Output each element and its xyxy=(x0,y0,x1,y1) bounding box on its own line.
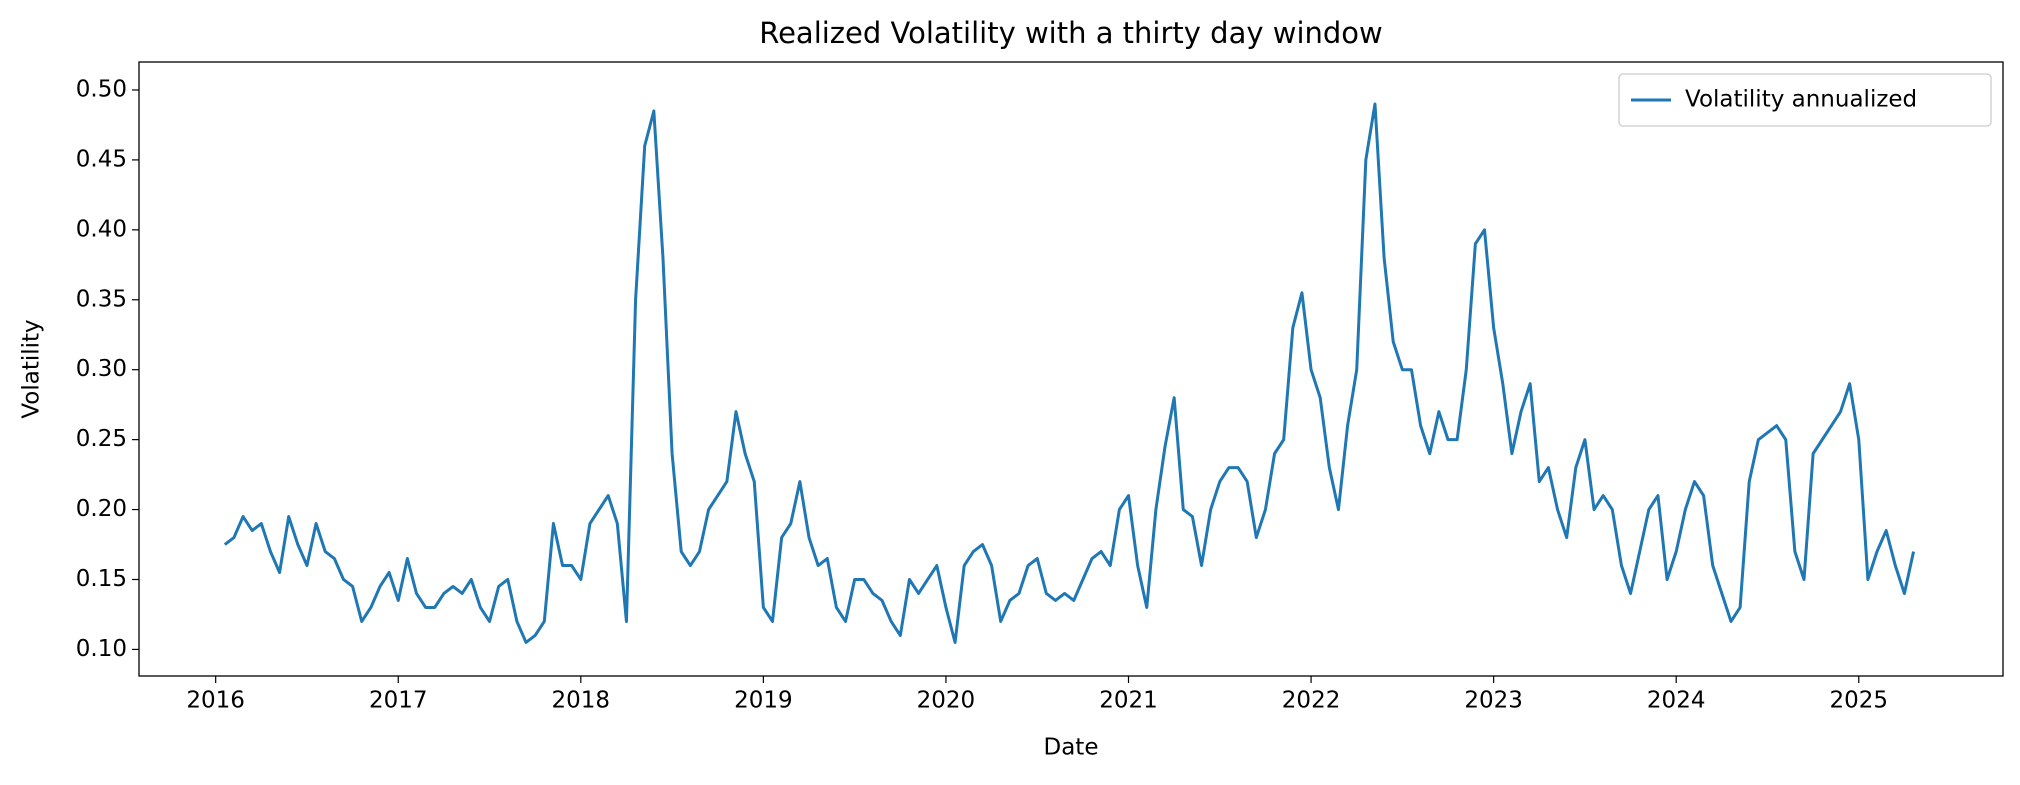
y-tick-label: 0.10 xyxy=(76,636,127,662)
y-axis-label: Volatility xyxy=(19,319,45,418)
plot-frame xyxy=(138,61,2004,677)
x-tick-label: 2023 xyxy=(1464,688,1523,714)
line xyxy=(223,102,1916,644)
y-tick-label: 0.45 xyxy=(76,146,127,172)
x-tick-label: 2017 xyxy=(369,688,428,714)
x-tick-label: 2020 xyxy=(917,688,976,714)
y-tick-label: 0.30 xyxy=(76,356,127,382)
x-axis-label: Date xyxy=(1044,735,1099,761)
y-tick-label: 0.15 xyxy=(76,566,127,592)
x-tick-label: 2022 xyxy=(1282,688,1341,714)
y-tick-label: 0.25 xyxy=(76,426,127,452)
x-tick-label: 2025 xyxy=(1829,688,1888,714)
x-tick-label: 2021 xyxy=(1099,688,1158,714)
x-tick-label: 2019 xyxy=(734,688,793,714)
y-tick-label: 0.35 xyxy=(76,286,127,312)
x-tick-label: 2016 xyxy=(186,688,245,714)
chart-title: Realized Volatility with a thirty day wi… xyxy=(759,16,1383,50)
x-tick-label: 2024 xyxy=(1647,688,1706,714)
y-tick-label: 0.40 xyxy=(76,216,127,242)
legend-box xyxy=(1618,73,1992,127)
y-tick-label: 0.20 xyxy=(76,496,127,522)
legend-label: Volatility annualized xyxy=(1685,87,1917,113)
x-tick-label: 2018 xyxy=(552,688,611,714)
y-tick-label: 0.50 xyxy=(76,76,127,102)
